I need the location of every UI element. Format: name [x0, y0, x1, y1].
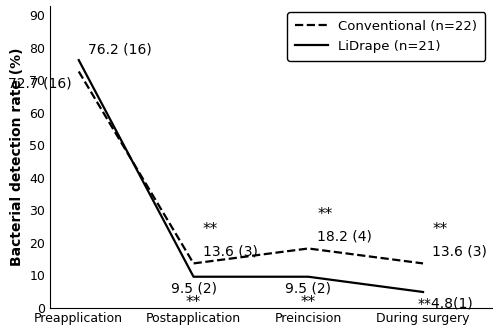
- Text: 72.7 (16): 72.7 (16): [8, 76, 72, 90]
- Text: **: **: [432, 222, 448, 237]
- Text: 18.2 (4): 18.2 (4): [318, 230, 372, 244]
- Text: **: **: [300, 295, 316, 309]
- Text: 76.2 (16): 76.2 (16): [88, 43, 152, 57]
- Text: **4.8(1): **4.8(1): [418, 297, 473, 311]
- Legend: Conventional (n=22), LiDrape (n=21): Conventional (n=22), LiDrape (n=21): [287, 12, 486, 61]
- Text: 13.6 (3): 13.6 (3): [432, 245, 487, 259]
- Text: **: **: [318, 208, 332, 222]
- Text: 9.5 (2): 9.5 (2): [286, 282, 332, 296]
- Text: 13.6 (3): 13.6 (3): [202, 245, 258, 259]
- Text: 9.5 (2): 9.5 (2): [170, 282, 216, 296]
- Y-axis label: Bacterial detection rate (%): Bacterial detection rate (%): [10, 47, 24, 266]
- Text: **: **: [186, 295, 201, 309]
- Text: **: **: [202, 222, 218, 237]
